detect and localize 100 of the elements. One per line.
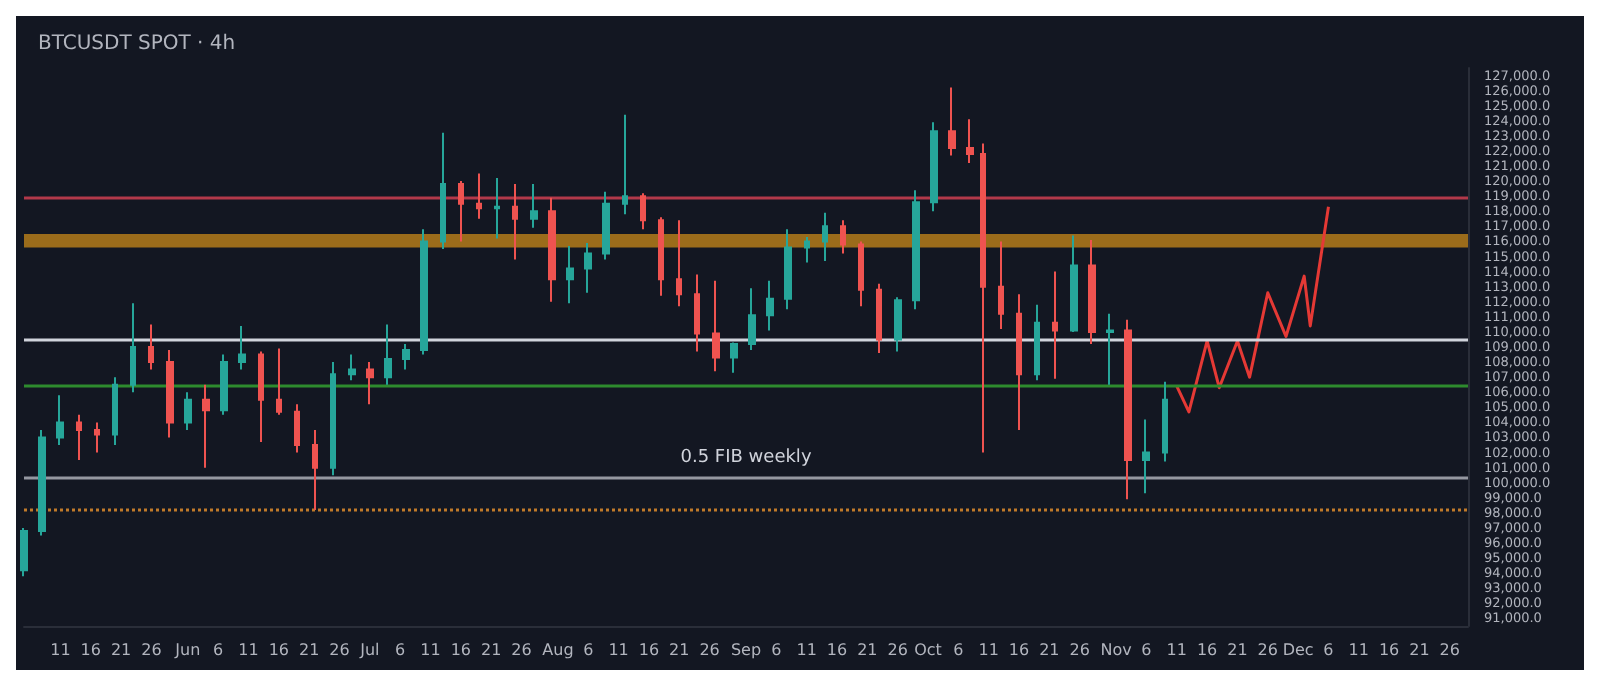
- x-tick-label: 11: [1166, 641, 1187, 659]
- candlestick: [530, 183, 538, 229]
- x-tick-label: 26: [699, 641, 720, 659]
- x-tick-label: 16: [1378, 641, 1400, 659]
- x-tick-label: 21: [110, 641, 132, 659]
- x-tick-label: 11: [1348, 641, 1369, 659]
- candlestick: [894, 296, 902, 353]
- x-tick-label: 6: [213, 641, 224, 659]
- candlestick: [966, 118, 974, 165]
- candlestick: [476, 172, 482, 220]
- x-tick-label: 21: [669, 641, 690, 659]
- candlestick: [458, 180, 464, 243]
- x-tick-label: 11: [420, 641, 441, 659]
- candlestick: [166, 349, 174, 439]
- candlestick: [366, 361, 374, 406]
- ref-line-label: 0.5 FIB weekly: [680, 447, 813, 468]
- candlestick: [858, 240, 864, 308]
- x-tick-label: 21: [298, 641, 320, 659]
- candlestick: [1070, 234, 1078, 333]
- x-tick-label: 26: [511, 641, 532, 659]
- x-tick-label: 26: [1257, 641, 1278, 659]
- candlestick: [1016, 293, 1022, 431]
- candlestick: [676, 219, 682, 308]
- x-tick-label: Jun: [173, 641, 201, 659]
- candlestick: [1088, 238, 1096, 345]
- candlestick: [998, 240, 1004, 330]
- x-tick-label: 6: [953, 641, 964, 659]
- x-tick-label: Dec: [1282, 641, 1314, 659]
- candlestick: [822, 211, 828, 263]
- x-tick-label: 6: [1141, 641, 1152, 659]
- x-tick-label: 16: [1196, 641, 1218, 659]
- x-tick-label: 26: [887, 641, 908, 659]
- candlestick: [912, 189, 920, 311]
- candlestick: [56, 394, 64, 447]
- x-tick-label: Aug: [542, 641, 574, 659]
- candlestick: [348, 353, 356, 382]
- x-tick-label: 11: [796, 641, 817, 659]
- x-tick-label: Nov: [1100, 641, 1133, 659]
- candlestick: [294, 403, 300, 454]
- x-tick-label: 16: [80, 641, 101, 659]
- candlestick: [94, 421, 100, 454]
- x-tick-label: Oct: [914, 641, 942, 659]
- candlestick: [38, 428, 46, 537]
- candlestick: [1142, 418, 1150, 495]
- candlestick: [804, 235, 810, 264]
- x-tick-label: 26: [1439, 641, 1460, 659]
- candlestick: [312, 428, 318, 511]
- candlestick: [622, 113, 628, 216]
- x-tick-label: 21: [1409, 641, 1430, 659]
- candlestick: [948, 86, 956, 157]
- candlestick: [876, 282, 882, 355]
- candlestick: [1106, 312, 1114, 386]
- candlestick: [512, 183, 518, 261]
- candlestick: [202, 383, 210, 469]
- candlestick: [566, 244, 574, 305]
- candlestick: [20, 526, 28, 578]
- candlestick: [420, 228, 428, 356]
- candlestick: [694, 273, 700, 353]
- x-tick-label: 26: [329, 641, 350, 659]
- x-tick-label: 11: [608, 641, 629, 659]
- chart-title: BTCUSDT SPOT · 4h: [38, 33, 236, 55]
- x-tick-label: 6: [771, 641, 782, 659]
- candlestick: [658, 216, 664, 297]
- x-tick-label: 16: [638, 641, 660, 659]
- candlestick: [276, 347, 282, 416]
- candlestick: [784, 228, 792, 311]
- x-tick-label: 21: [480, 641, 502, 659]
- candlestick: [712, 279, 720, 373]
- candlestick: [148, 323, 154, 371]
- x-tick-label: 21: [857, 641, 878, 659]
- x-tick-label: 21: [1227, 641, 1248, 659]
- candlestick: [494, 177, 500, 240]
- line-series: [1175, 205, 1330, 414]
- candlestick: [76, 413, 82, 462]
- x-tick-label: 11: [978, 641, 999, 659]
- candlestick: [980, 142, 986, 454]
- candlestick: [602, 190, 610, 261]
- candlestick: [640, 192, 646, 231]
- candlestick: [1034, 303, 1040, 382]
- candlestick: [548, 196, 556, 303]
- candlestick: [748, 287, 756, 352]
- candlestick: [440, 131, 446, 250]
- candlestick: [330, 361, 336, 477]
- x-tick-label: 6: [395, 641, 406, 659]
- candlestick: [730, 341, 738, 374]
- candlestick: [840, 219, 846, 255]
- x-tick-label: 16: [826, 641, 848, 659]
- x-tick-label: 6: [1323, 641, 1334, 659]
- candlestick: [930, 121, 938, 213]
- candlestick: [220, 353, 228, 416]
- x-tick-label: 6: [583, 641, 594, 659]
- x-tick-label: 11: [238, 641, 259, 659]
- x-tick-label: 26: [1069, 641, 1090, 659]
- candlestick: [1124, 318, 1132, 501]
- x-tick-label: 16: [450, 641, 472, 659]
- candlestick: [402, 342, 410, 371]
- candlestick: [766, 279, 774, 332]
- x-tick-label: 16: [268, 641, 290, 659]
- candlestick: [130, 302, 136, 394]
- candlestick: [258, 350, 264, 444]
